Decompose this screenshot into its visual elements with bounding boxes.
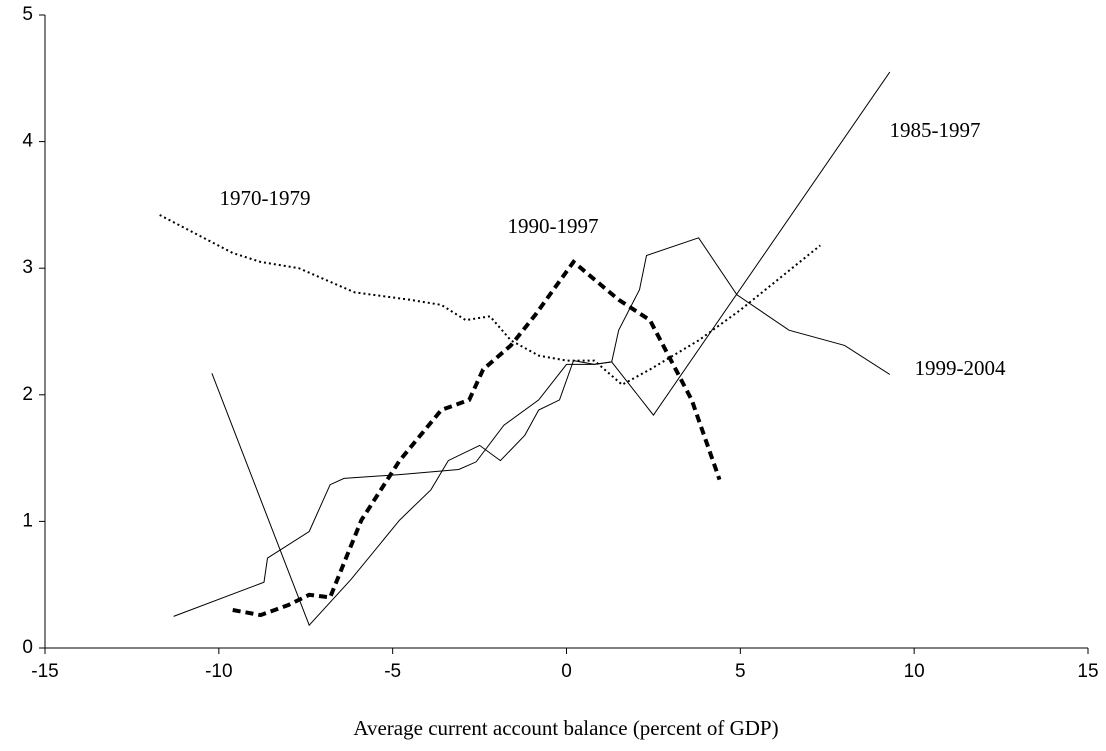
series-line (173, 237, 891, 617)
y-tick-label: 5 (22, 4, 33, 25)
x-tick-label: 15 (1077, 661, 1098, 682)
x-axis-label: Average current account balance (percent… (353, 716, 778, 740)
y-tick-label: 0 (22, 637, 33, 658)
y-tick-label: 4 (22, 131, 33, 152)
y-tick-label: 3 (22, 257, 33, 278)
series-label: 1999-2004 (915, 356, 1006, 380)
x-tick-label: -5 (384, 661, 401, 682)
series-label: 1970-1979 (220, 186, 311, 210)
x-tick-label: -10 (205, 661, 232, 682)
y-tick-label: 2 (22, 384, 33, 405)
x-tick-label: 0 (561, 661, 572, 682)
series-line (159, 214, 821, 386)
series-line (211, 71, 891, 627)
y-tick-label: 1 (22, 510, 33, 531)
x-tick-label: 5 (735, 661, 746, 682)
x-tick-label: -15 (31, 661, 58, 682)
series-line (232, 258, 722, 618)
x-tick-label: 10 (904, 661, 925, 682)
series-label: 1985-1997 (890, 118, 981, 142)
series-label: 1990-1997 (508, 214, 599, 238)
